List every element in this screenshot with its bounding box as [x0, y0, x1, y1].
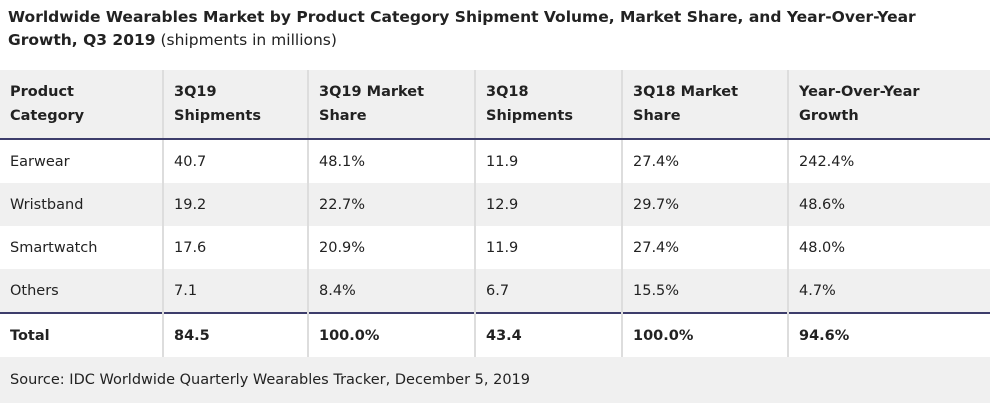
- table-title: Worldwide Wearables Market by Product Ca…: [8, 8, 916, 49]
- table-cell: Others: [0, 269, 163, 313]
- table-cell: 40.7: [162, 139, 308, 183]
- source-note: Source: IDC Worldwide Quarterly Wearable…: [0, 357, 990, 403]
- wearables-table: Product Category 3Q19 Shipments 3Q19 Mar…: [0, 70, 990, 403]
- column-header: 3Q18 Shipments: [474, 70, 622, 140]
- table-row: Wristband 19.2 22.7% 12.9 29.7% 48.6%: [0, 183, 990, 226]
- column-header: 3Q18 Market Share: [621, 70, 788, 140]
- table-cell: 8.4%: [307, 269, 475, 313]
- table-cell: 19.2: [162, 183, 308, 226]
- table-cell: 48.0%: [787, 226, 990, 269]
- table-cell: 27.4%: [621, 226, 788, 269]
- table-cell: 43.4: [474, 312, 622, 357]
- column-header: Product Category: [0, 70, 163, 140]
- table-cell: 7.1: [162, 269, 308, 313]
- table-cell: 100.0%: [621, 312, 788, 357]
- table-row: Earwear 40.7 48.1% 11.9 27.4% 242.4%: [0, 139, 990, 183]
- table-cell: 84.5: [162, 312, 308, 357]
- table-cell: 94.6%: [787, 312, 990, 357]
- table-cell: 48.1%: [307, 139, 475, 183]
- table-cell: 17.6: [162, 226, 308, 269]
- table-cell: 11.9: [474, 139, 622, 183]
- table-cell: 12.9: [474, 183, 622, 226]
- column-header: 3Q19 Market Share: [307, 70, 475, 140]
- table-cell: 20.9%: [307, 226, 475, 269]
- header-row: Product Category 3Q19 Shipments 3Q19 Mar…: [0, 70, 990, 140]
- table-cell: Total: [0, 312, 163, 357]
- table-cell: 11.9: [474, 226, 622, 269]
- table-cell: 48.6%: [787, 183, 990, 226]
- table-cell: 4.7%: [787, 269, 990, 313]
- table-cell: 29.7%: [621, 183, 788, 226]
- table-cell: Earwear: [10, 153, 70, 170]
- total-row: Total 84.5 100.0% 43.4 100.0% 94.6%: [0, 312, 990, 357]
- table-row: Others 7.1 8.4% 6.7 15.5% 4.7%: [0, 269, 990, 313]
- source-row: Source: IDC Worldwide Quarterly Wearable…: [0, 357, 990, 403]
- column-header: Year-Over-Year Growth: [787, 70, 990, 140]
- table-cell: Wristband: [0, 183, 163, 226]
- column-header: 3Q19 Shipments: [162, 70, 308, 140]
- table-cell: 15.5%: [621, 269, 788, 313]
- table-row: Smartwatch 17.6 20.9% 11.9 27.4% 48.0%: [0, 226, 990, 269]
- table-cell: 242.4%: [787, 139, 990, 183]
- table-cell: Smartwatch: [10, 239, 98, 256]
- table-cell: 27.4%: [621, 139, 788, 183]
- table-cell: 100.0%: [307, 312, 475, 357]
- table-cell: 22.7%: [307, 183, 475, 226]
- table-cell: 6.7: [474, 269, 622, 313]
